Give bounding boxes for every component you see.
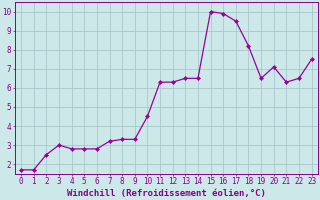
X-axis label: Windchill (Refroidissement éolien,°C): Windchill (Refroidissement éolien,°C) [67, 189, 266, 198]
